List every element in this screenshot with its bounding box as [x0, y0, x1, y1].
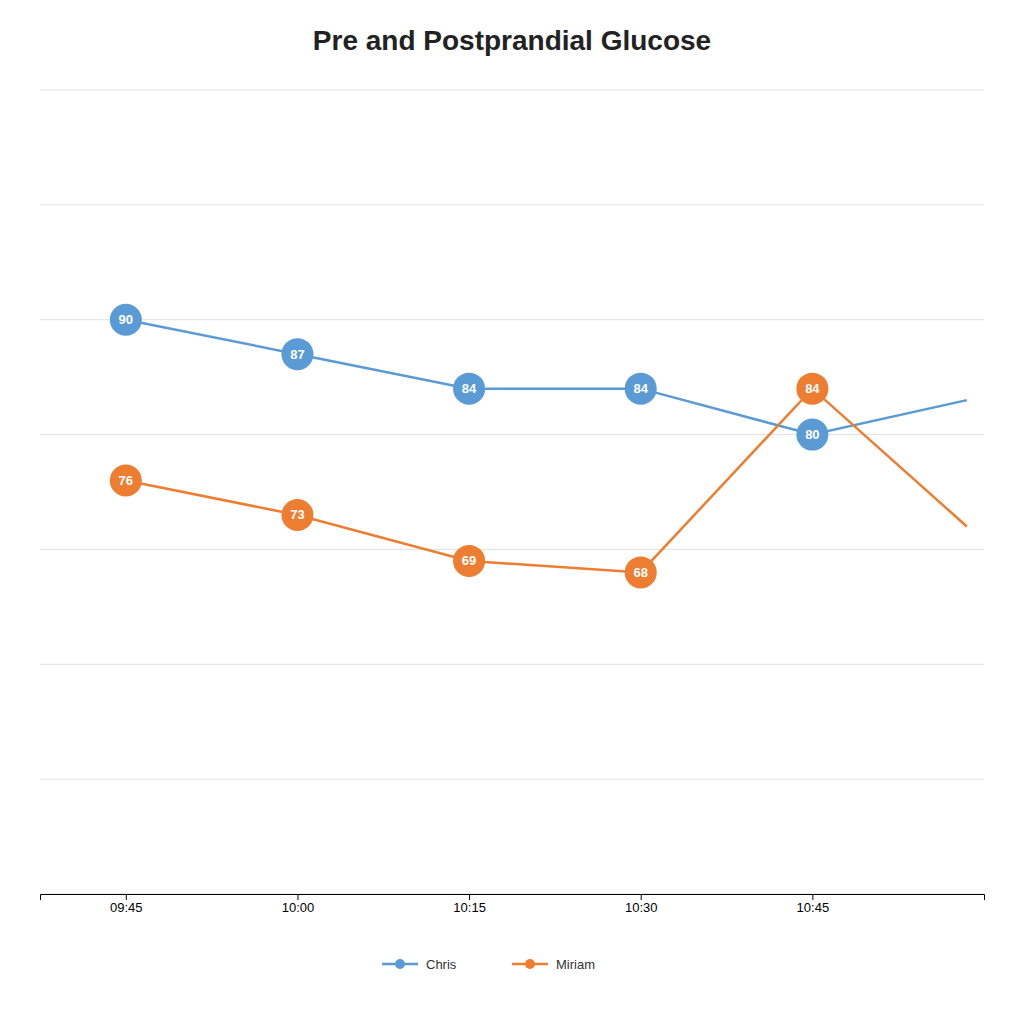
legend-swatch-marker: [525, 959, 535, 969]
data-label: 76: [119, 473, 133, 488]
data-label: 87: [290, 347, 304, 362]
x-tick-label: 09:45: [110, 900, 143, 915]
x-tick-label: 10:45: [797, 900, 830, 915]
x-tick-mark: [126, 894, 127, 900]
legend-label: Chris: [426, 957, 457, 972]
grid-line: [40, 319, 984, 320]
x-tick: 10:45: [797, 894, 830, 915]
marker: [281, 499, 313, 531]
x-tick-label: 10:00: [282, 900, 315, 915]
legend-swatch-marker: [395, 959, 405, 969]
data-labels: 90 87 84 84 80 76 73 69 68 84: [119, 312, 821, 580]
data-label: 73: [290, 507, 304, 522]
x-axis-line: [41, 895, 985, 901]
x-tick: 10:30: [625, 894, 658, 915]
legend-item: Miriam: [512, 957, 595, 972]
marker: [110, 465, 142, 497]
legend-label: Miriam: [556, 957, 595, 972]
marker: [453, 373, 485, 405]
data-label: 84: [462, 381, 477, 396]
x-tick-mark: [641, 894, 642, 900]
series-line: [126, 389, 967, 573]
data-label: 84: [805, 381, 820, 396]
marker: [796, 419, 828, 451]
marker: [281, 338, 313, 370]
marks: [110, 304, 967, 589]
grid-line: [40, 204, 984, 205]
series-line: [126, 320, 967, 435]
grid-line: [40, 90, 984, 91]
marker: [453, 545, 485, 577]
marker: [796, 373, 828, 405]
chart: 09:45 10:00 10:15 10:30 10:45 90 87 84 84 80 76 73 6…: [0, 0, 1024, 1024]
data-label: 68: [633, 565, 647, 580]
x-axis: 09:45 10:00 10:15 10:30 10:45: [41, 894, 985, 915]
x-tick: 10:00: [282, 894, 315, 915]
marker: [110, 304, 142, 336]
x-tick: 09:45: [110, 894, 143, 915]
x-tick-label: 10:30: [625, 900, 658, 915]
x-tick-mark: [469, 894, 470, 900]
legend: Chris Miriam: [382, 957, 595, 972]
x-tick-label: 10:15: [453, 900, 486, 915]
grid-line: [40, 779, 984, 780]
data-label: 84: [633, 381, 648, 396]
title: Pre and Postprandial Glucose: [313, 25, 711, 56]
x-tick-mark: [297, 894, 298, 900]
data-label: 90: [119, 312, 133, 327]
legend-item: Chris: [382, 957, 457, 972]
plot: 09:45 10:00 10:15 10:30 10:45 90 87 84 84 80 76 73 6…: [40, 90, 985, 915]
grid: [40, 90, 984, 894]
grid-line: [40, 664, 984, 665]
x-tick: 10:15: [453, 894, 486, 915]
grid-line: [40, 549, 984, 550]
marker: [625, 373, 657, 405]
x-tick-mark: [812, 894, 813, 900]
marker: [625, 556, 657, 588]
data-label: 80: [805, 427, 819, 442]
data-label: 69: [462, 553, 476, 568]
grid-line: [40, 434, 984, 435]
